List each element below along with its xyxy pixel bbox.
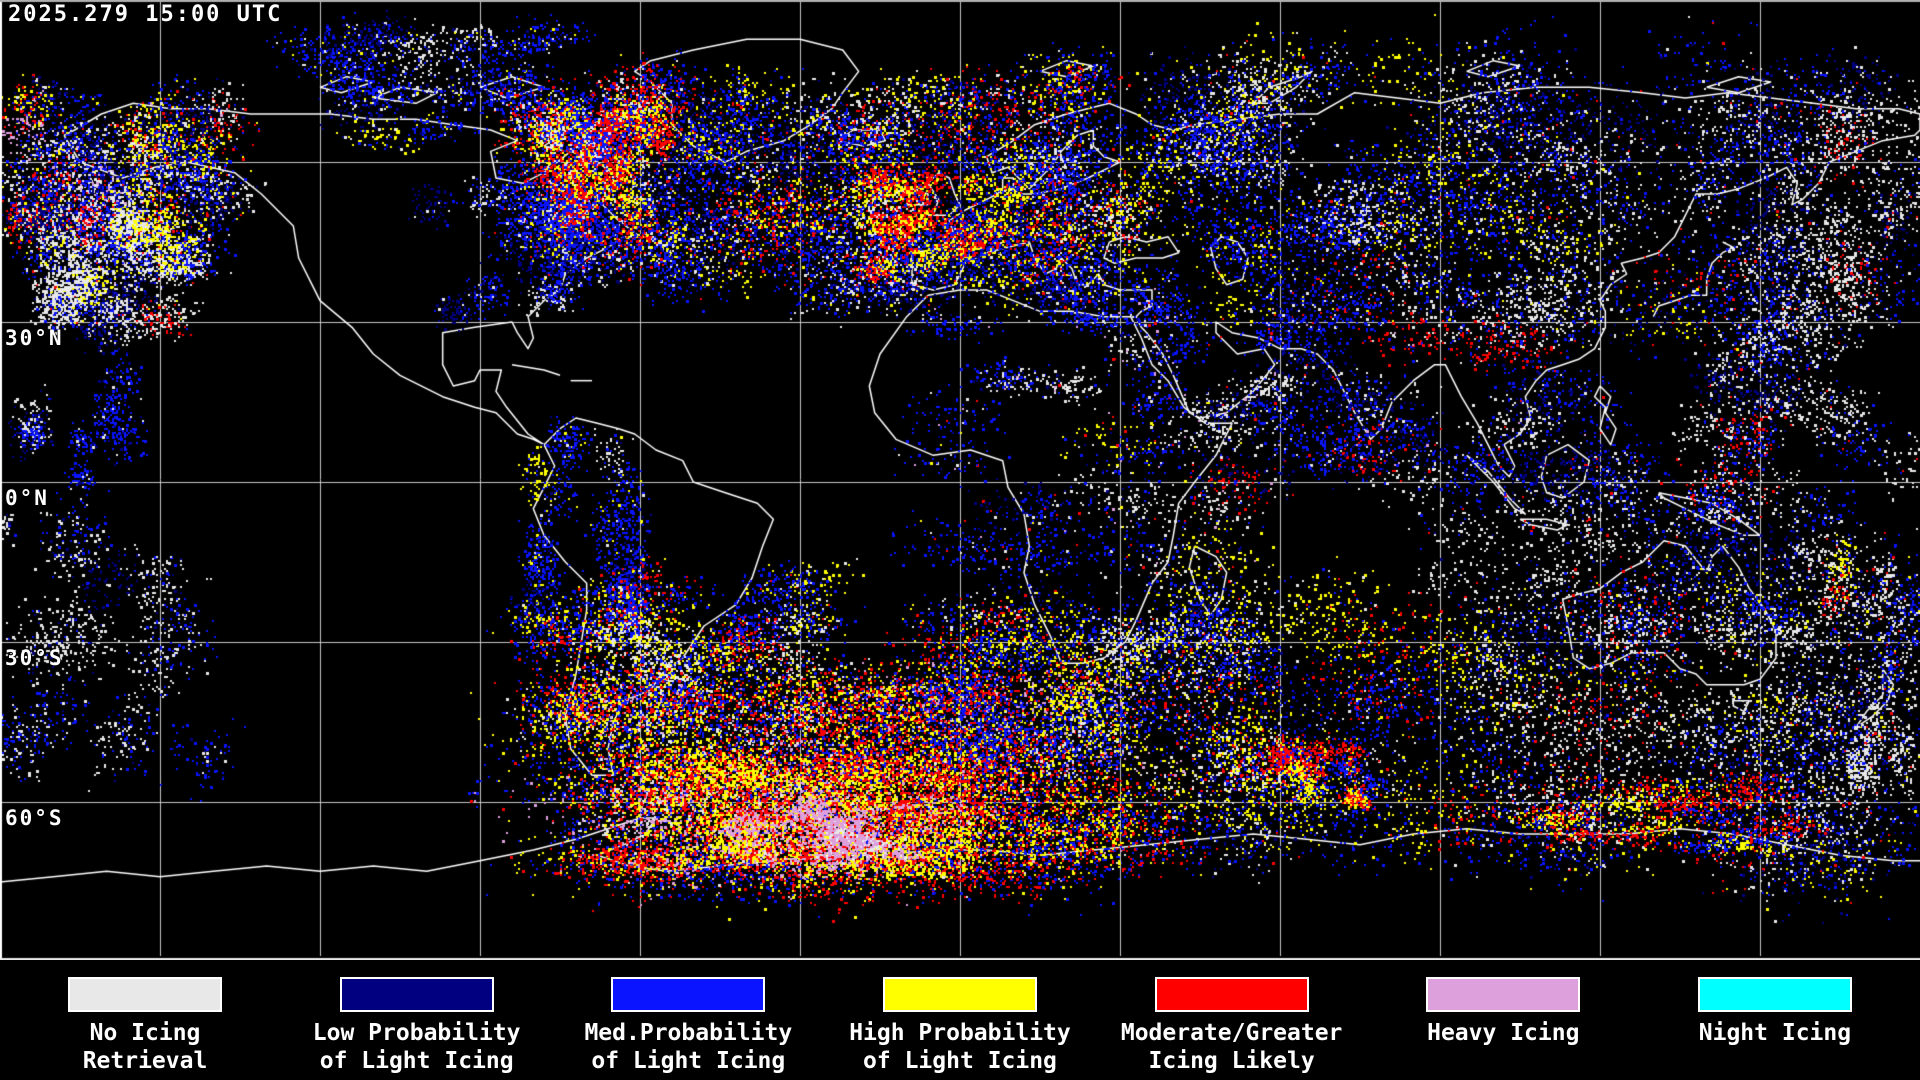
legend-color-swatch [1426,977,1581,1012]
legend-color-swatch [611,977,766,1012]
legend-item-med-prob-light-icing: Med.Probability of Light Icing [557,960,819,1075]
legend-item-label: High Probability of Light Icing [849,1020,1071,1074]
legend-item-night-icing: Night Icing [1644,960,1906,1047]
legend-item-label: Med.Probability of Light Icing [584,1020,793,1074]
legend-item-heavy-icing: Heavy Icing [1372,960,1634,1047]
legend-item-label: No Icing Retrieval [82,1020,208,1074]
latitude-label: 30°N [5,326,64,350]
legend-item-moderate-greater-icing: Moderate/Greater Icing Likely [1101,960,1363,1075]
legend-color-swatch [1697,977,1852,1012]
legend-color-swatch [882,977,1037,1012]
legend-color-swatch [1154,977,1309,1012]
legend-color-swatch [68,977,222,1012]
latitude-label: 0°N [5,486,49,510]
legend-item-low-prob-light-icing: Low Probability of Light Icing [286,960,548,1075]
legend-bar: No Icing Retrieval Low Probability of Li… [0,960,1920,1080]
legend-item-label: Low Probability of Light Icing [312,1020,521,1074]
legend-color-swatch [339,977,494,1012]
latitude-label: 30°S [5,646,64,670]
world-icing-map-canvas [0,0,1920,960]
legend-item-label: Heavy Icing [1427,1020,1580,1046]
legend-item-no-icing-retrieval: No Icing Retrieval [14,960,276,1075]
latitude-label: 60°S [5,806,64,830]
legend-item-high-prob-light-icing: High Probability of Light Icing [829,960,1091,1075]
timestamp-label: 2025.279 15:00 UTC [8,2,283,27]
legend-item-label: Night Icing [1698,1020,1852,1046]
legend-item-label: Moderate/Greater Icing Likely [1120,1020,1343,1074]
